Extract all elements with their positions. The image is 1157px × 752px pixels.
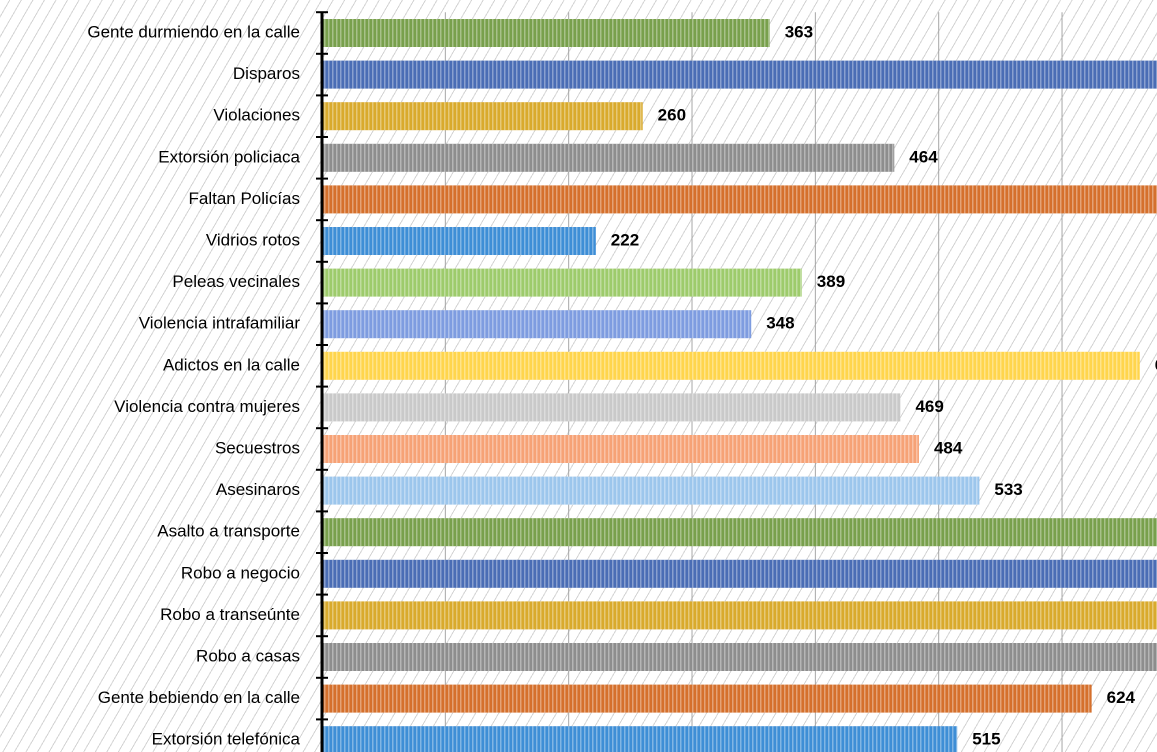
value-label: 389 (817, 272, 845, 291)
y-tick-label: Gente durmiendo en la calle (87, 22, 300, 41)
bar-texture (322, 476, 980, 505)
y-tick-label: Violencia contra mujeres (114, 397, 300, 416)
y-tick-label: Secuestros (215, 438, 300, 457)
value-label: 663 (1155, 355, 1157, 374)
value-label: 363 (785, 22, 813, 41)
value-label: 533 (994, 480, 1022, 499)
bar-texture (322, 393, 901, 422)
y-tick-label: Asalto a transporte (157, 522, 300, 541)
bar-texture (322, 518, 1157, 547)
bar-texture (322, 143, 895, 172)
y-tick-label: Violencia intrafamiliar (139, 314, 301, 333)
value-label: 348 (766, 314, 794, 333)
bar-texture (322, 351, 1140, 380)
bar-texture (322, 601, 1157, 630)
y-tick-label: Adictos en la calle (163, 355, 300, 374)
bar-texture (322, 643, 1157, 671)
value-label: 464 (909, 147, 938, 166)
y-tick-label: Vidrios rotos (206, 230, 300, 249)
bar-texture (322, 60, 1157, 89)
y-tick-label: Asesinaros (216, 480, 300, 499)
y-tick-label: Gente bebiendo en la calle (98, 688, 300, 707)
bar-texture (322, 559, 1157, 588)
bar-texture (322, 310, 752, 339)
y-tick-label: Disparos (233, 64, 300, 83)
y-tick-label: Robo a negocio (181, 563, 300, 582)
bar-texture (322, 185, 1157, 214)
bar-texture (322, 227, 596, 255)
value-label: 515 (972, 730, 1000, 749)
value-label: 624 (1107, 688, 1136, 707)
y-tick-label: Robo a transeúnte (160, 605, 300, 624)
bar-texture (322, 102, 643, 131)
value-label: 260 (658, 106, 686, 125)
bar-texture (322, 684, 1092, 713)
y-tick-label: Extorsión policiaca (158, 147, 300, 166)
y-tick-label: Robo a casas (196, 646, 300, 665)
y-tick-label: Violaciones (213, 106, 300, 125)
bar-texture (322, 435, 919, 463)
value-label: 469 (915, 397, 943, 416)
value-label: 222 (611, 230, 639, 249)
bar-texture (322, 19, 770, 47)
y-tick-label: Faltan Policías (189, 189, 301, 208)
value-label: 484 (934, 438, 963, 457)
bar-texture (322, 726, 958, 752)
bar-texture (322, 268, 802, 297)
y-tick-label: Extorsión telefónica (152, 730, 301, 749)
y-tick-label: Peleas vecinales (172, 272, 300, 291)
